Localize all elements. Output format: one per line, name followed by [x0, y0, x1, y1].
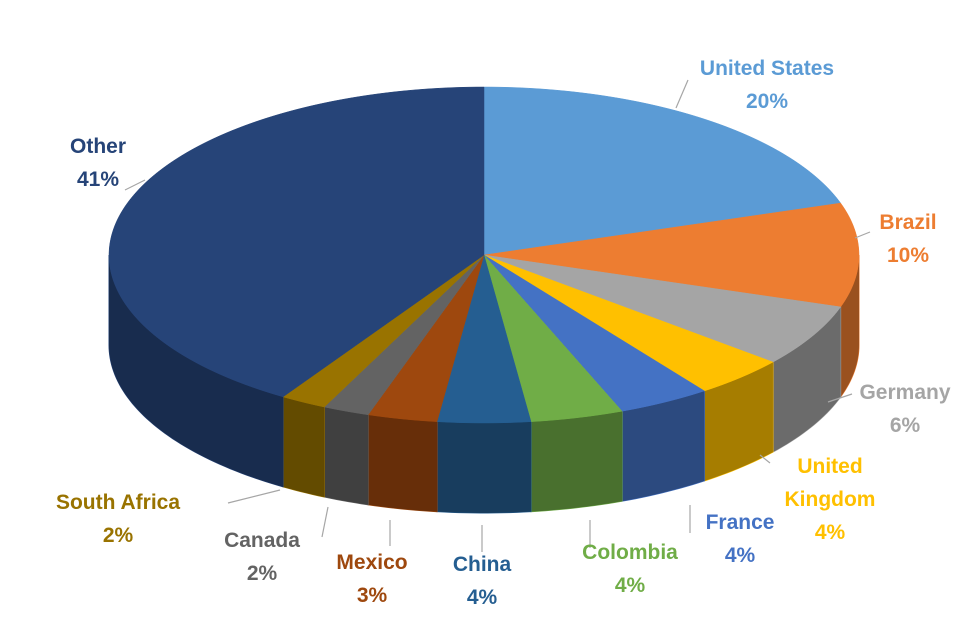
data-label: China 4%	[453, 548, 511, 614]
slice-side-shade	[283, 396, 325, 498]
value-label: 2%	[246, 562, 278, 585]
data-label: United States 20%	[700, 52, 834, 118]
category-label: China	[452, 553, 512, 576]
category-label: Brazil	[879, 211, 937, 234]
value-label: 4%	[614, 574, 646, 597]
value-label: 4%	[466, 586, 498, 609]
slice	[483, 202, 860, 308]
category-label: United Kingdom	[784, 455, 876, 511]
slice	[323, 254, 485, 416]
category-label: South Africa	[55, 491, 181, 514]
value-label: 3%	[356, 584, 388, 607]
value-label: 10%	[886, 244, 930, 267]
slice-side-shade	[437, 421, 531, 513]
data-label: Germany 6%	[859, 376, 950, 442]
leader-line	[675, 79, 689, 109]
slice	[108, 86, 485, 398]
slice	[483, 254, 774, 392]
slice-side-shade	[840, 255, 859, 397]
value-label: 41%	[76, 168, 120, 191]
slice-side-shade	[622, 390, 705, 502]
category-label: Other	[69, 135, 127, 158]
slice	[483, 86, 842, 256]
slice-side-shade	[772, 306, 841, 453]
data-label: South Africa 2%	[56, 486, 180, 552]
data-label: United Kingdom 4%	[780, 450, 880, 549]
data-label: Colombia 4%	[582, 536, 678, 602]
leader-line	[854, 231, 871, 239]
value-label: 4%	[814, 521, 846, 544]
data-label: Mexico 3%	[336, 546, 407, 612]
value-label: 6%	[889, 414, 921, 437]
category-label: France	[705, 511, 775, 534]
category-label: Germany	[859, 381, 951, 404]
category-label: United States	[699, 57, 835, 80]
data-label: Other 41%	[70, 130, 126, 196]
slice-side-shade	[324, 407, 369, 505]
slice-side-shade	[531, 411, 623, 512]
category-label: Mexico	[336, 551, 408, 574]
slice-side-shade	[368, 414, 437, 512]
value-label: 2%	[102, 524, 134, 547]
value-label: 20%	[745, 90, 789, 113]
data-label: Canada 2%	[224, 524, 300, 590]
leader-line	[321, 506, 329, 538]
data-label: France 4%	[706, 506, 775, 572]
leader-line	[759, 454, 771, 464]
slice	[282, 254, 485, 408]
category-label: Canada	[224, 529, 300, 552]
slice	[483, 254, 842, 363]
leader-line	[827, 393, 853, 403]
value-label: 4%	[724, 544, 756, 567]
leader-line	[227, 489, 281, 504]
slice-side-shade	[109, 255, 284, 487]
slice	[483, 254, 623, 422]
slice-side-shade	[704, 362, 773, 481]
leader-line	[124, 179, 146, 191]
slice	[367, 254, 485, 422]
category-label: Colombia	[582, 541, 678, 564]
data-label: Brazil 10%	[879, 206, 936, 272]
slice	[483, 254, 706, 412]
slice	[436, 254, 532, 424]
